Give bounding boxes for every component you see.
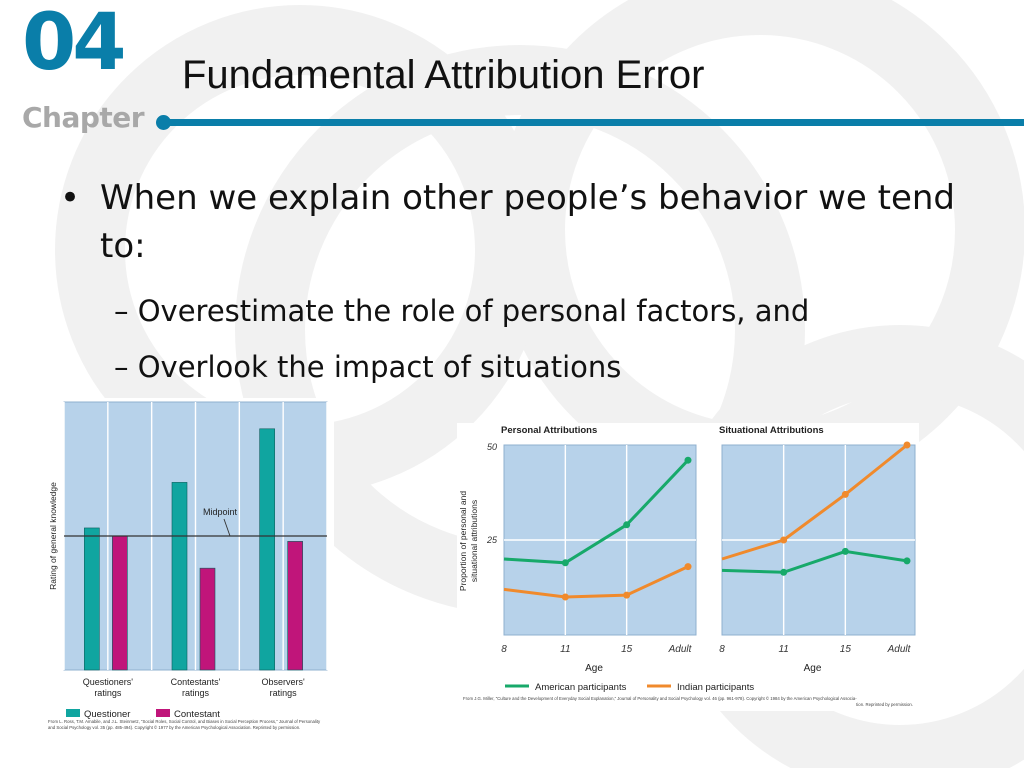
figure-source-line-1: From J.G. Miller, “Culture and the Devel… [463,696,857,701]
data-point [780,568,788,576]
sub-point-situations: – Overlook the impact of situations [114,350,622,384]
x-axis-label: Age [585,663,603,674]
slide-body: • When we explain other people’s behavio… [60,178,955,384]
x-tick-label: 11 [560,644,570,655]
legend-label-questioner: Questioner [84,709,130,720]
title-underline-dot [156,115,171,130]
panel-title: Situational Attributions [719,425,824,436]
data-point [780,536,788,544]
midpoint-label: Midpoint [203,507,238,517]
title-underline [162,119,1024,126]
bullet-marker: • [60,178,81,218]
x-axis-label: Age [804,663,822,674]
legend-label: Indian participants [677,682,754,693]
series-line-indian [503,565,689,599]
line-panel-2: Situational Attributions 8 11 15 Adult Age [719,425,916,674]
series-line-american [721,549,908,574]
category-label: Contestants' [171,677,221,687]
data-point [561,593,569,601]
x-tick-label: 11 [778,644,788,655]
series-line-american [503,459,690,565]
slide-header: 04 Chapter Fundamental Attribution Error [0,0,1024,150]
data-point [841,490,849,498]
bar-questioner-3 [259,428,275,671]
bar-questioner-2 [171,482,188,671]
y-axis-label-line-1: Proportion of personal and [458,491,468,591]
bar-chart: Midpoint Rating of general knowledge Que… [48,401,328,730]
data-point [903,557,911,565]
panel-title: Personal Attributions [501,425,597,436]
slide-title: Fundamental Attribution Error [182,53,705,97]
category-label: ratings [270,688,298,698]
y-tick-50: 50 [487,442,497,452]
x-tick-label: 15 [840,644,852,655]
data-point [623,521,631,529]
category-label: ratings [182,688,210,698]
legend-label: American participants [535,682,627,693]
data-point [684,563,692,571]
x-tick-label: 15 [621,644,633,655]
category-label: ratings [94,688,122,698]
category-label: Observers' [262,677,306,687]
data-point [841,547,849,555]
x-tick-label: Adult [887,644,912,655]
chapter-label: Chapter [22,101,145,134]
y-axis-label-line-2: situational attributions [469,500,479,582]
chapter-number: 04 [22,0,127,88]
bar-chart-figure: Midpoint Rating of general knowledge Que… [44,398,334,736]
data-point [623,591,631,599]
figure-source-line-1: From L. Ross, T.M. Amabile, and J.L. Ste… [48,719,321,724]
data-point [684,456,692,464]
y-axis-label: Rating of general knowledge [48,482,58,590]
sub-point-personal: – Overestimate the role of personal fact… [114,294,810,328]
x-tick-label: 8 [501,644,507,655]
bullet-text: When we explain other people’s behavior … [100,178,955,266]
legend-swatch-contestant [156,709,170,717]
bar-contestant-2 [199,567,216,671]
line-chart-figure: Personal Attributions 8 11 15 Adult Age Situat… [457,423,919,711]
figure-source-line-2: and Social Psychology vol. 35 (pp. 485-4… [48,725,300,730]
midpoint-leader [223,518,231,537]
x-tick-label: Adult [668,644,693,655]
series-line-indian [721,443,908,561]
x-tick-label: 8 [719,644,725,655]
bar-contestant-3 [287,541,303,671]
legend-label-contestant: Contestant [174,709,220,720]
line-panel-1: Personal Attributions 8 11 15 Adult Age [501,425,697,674]
data-point [903,441,911,449]
legend-swatch-questioner [66,709,80,717]
category-label: Questioners' [83,677,134,687]
y-tick-25: 25 [486,535,498,545]
data-point [561,559,569,567]
figure-source-line-2: tion. Reprinted by permission. [856,702,913,707]
bar-contestant-1 [112,535,128,671]
bar-questioner-1 [84,527,100,671]
